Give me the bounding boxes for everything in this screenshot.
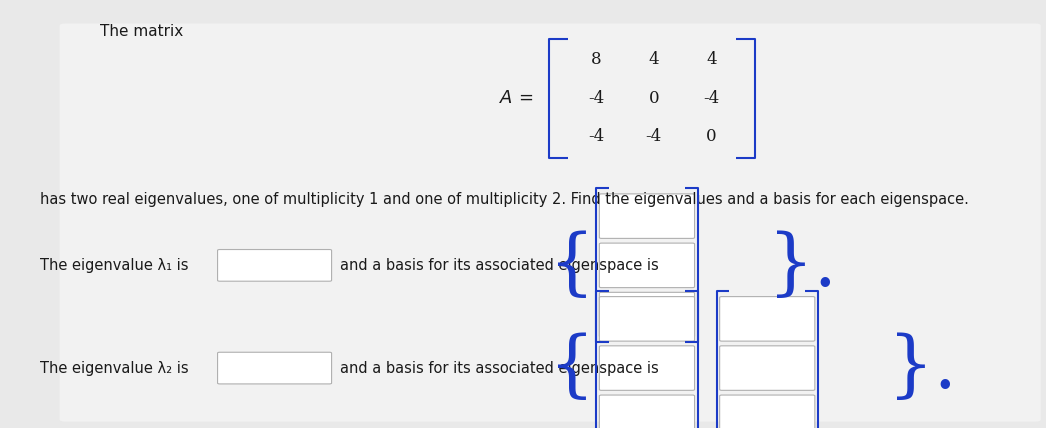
- FancyBboxPatch shape: [218, 352, 332, 384]
- Text: {: {: [549, 333, 595, 403]
- Text: -4: -4: [588, 90, 605, 107]
- FancyBboxPatch shape: [218, 250, 332, 281]
- Text: }.: }.: [768, 230, 837, 300]
- FancyBboxPatch shape: [720, 346, 815, 390]
- Text: }.: }.: [888, 333, 957, 403]
- FancyBboxPatch shape: [599, 297, 695, 341]
- Text: -4: -4: [588, 128, 605, 146]
- Text: and a basis for its associated eigenspace is: and a basis for its associated eigenspac…: [340, 258, 659, 273]
- Text: 4: 4: [649, 51, 659, 68]
- Text: 0: 0: [649, 90, 659, 107]
- Text: 0: 0: [706, 128, 717, 146]
- Text: and a basis for its associated eigenspace is: and a basis for its associated eigenspac…: [340, 360, 659, 376]
- FancyBboxPatch shape: [60, 24, 1041, 422]
- FancyBboxPatch shape: [720, 395, 815, 428]
- Text: ,: ,: [706, 422, 710, 428]
- FancyBboxPatch shape: [599, 395, 695, 428]
- FancyBboxPatch shape: [599, 292, 695, 337]
- Text: $A\,=$: $A\,=$: [499, 89, 533, 107]
- Text: The eigenvalue λ₁ is: The eigenvalue λ₁ is: [40, 258, 188, 273]
- FancyBboxPatch shape: [599, 243, 695, 288]
- FancyBboxPatch shape: [720, 297, 815, 341]
- Text: 8: 8: [591, 51, 601, 68]
- Text: The matrix: The matrix: [100, 24, 184, 39]
- Text: {: {: [549, 230, 595, 300]
- Text: has two real eigenvalues, one of multiplicity 1 and one of multiplicity 2. Find : has two real eigenvalues, one of multipl…: [40, 191, 969, 207]
- Text: -4: -4: [703, 90, 720, 107]
- FancyBboxPatch shape: [599, 194, 695, 238]
- Text: 4: 4: [706, 51, 717, 68]
- Text: -4: -4: [645, 128, 662, 146]
- FancyBboxPatch shape: [599, 346, 695, 390]
- Text: The eigenvalue λ₂ is: The eigenvalue λ₂ is: [40, 360, 188, 376]
